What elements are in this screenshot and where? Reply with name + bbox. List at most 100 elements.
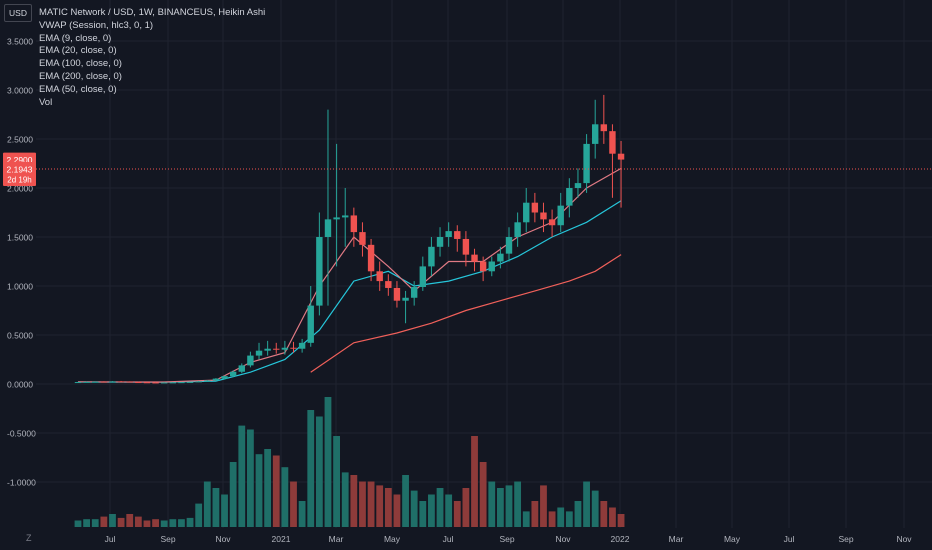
candle-body [609, 131, 616, 154]
indicator-ema-100[interactable]: EMA (100, close, 0) [39, 58, 122, 70]
candle-body [307, 305, 314, 343]
volume-bar [109, 514, 116, 527]
x-tick-label: Jul [105, 534, 116, 544]
candle-body [523, 202, 530, 223]
candle-body [161, 382, 168, 384]
candle-body [505, 237, 513, 254]
indicator-ema-200[interactable]: EMA (200, close, 0) [39, 70, 122, 82]
volume-bar [221, 494, 228, 527]
volume-bar [359, 481, 366, 527]
volume-bar [315, 416, 323, 527]
candle-body [109, 381, 116, 383]
x-tick-label: Nov [896, 534, 912, 544]
candle-body [574, 183, 582, 188]
scale-mode-button[interactable]: Z [26, 533, 32, 543]
volume-bar [583, 481, 590, 527]
candle-body [316, 237, 323, 306]
candle-body [540, 212, 547, 220]
candle-body [548, 219, 556, 226]
candle-body [350, 215, 358, 233]
candle-body [264, 348, 271, 351]
volume-bar [143, 520, 151, 527]
volume-bar [384, 488, 392, 527]
y-tick-label: 3.0000 [7, 86, 33, 96]
candle-body [221, 376, 228, 379]
volume-bar [617, 514, 625, 527]
currency-button[interactable]: USD [4, 4, 32, 22]
volume-bar [453, 501, 461, 527]
moving-averages [77, 167, 622, 383]
candle-body [290, 347, 297, 349]
candle-body [255, 350, 263, 356]
y-tick-label: 3.5000 [7, 37, 33, 47]
candle-body [488, 261, 495, 272]
candle-body [333, 217, 340, 220]
candle-body [342, 215, 349, 218]
volume-bar [488, 481, 496, 527]
candle-body [74, 382, 82, 384]
candle-body [402, 297, 409, 301]
volume-bar [74, 520, 82, 527]
y-tick-label: 2.5000 [7, 135, 33, 145]
volume-bar [160, 520, 168, 527]
volume-bar [600, 501, 608, 527]
volume-bar [247, 429, 254, 527]
candle-body [436, 237, 444, 247]
indicator-ema-20[interactable]: EMA (20, close, 0) [39, 45, 117, 57]
volume-bar [574, 501, 582, 527]
candle-body [169, 382, 177, 384]
volume-bar [462, 488, 470, 527]
volume-bars [74, 397, 625, 527]
volume-bar [402, 475, 409, 527]
y-tick-label: 0.5000 [7, 331, 33, 341]
indicator-ema-9[interactable]: EMA (9, close, 0) [39, 32, 112, 44]
volume-bar [341, 472, 349, 527]
volume-bar [514, 481, 522, 527]
grid-lines [36, 0, 932, 528]
volume-bar [307, 410, 315, 527]
candle-body [376, 271, 383, 282]
volume-bar [333, 436, 340, 527]
volume-bar [591, 490, 599, 527]
volume-bar [445, 494, 453, 527]
indicator-vwap[interactable]: VWAP (Session, hlc3, 0, 1) [39, 19, 154, 31]
candle-body [143, 382, 151, 384]
candle-body [135, 382, 142, 384]
volume-bar [298, 501, 306, 527]
volume-bar [100, 516, 108, 527]
x-tick-label: Mar [329, 534, 344, 544]
candle-body [454, 231, 461, 239]
volume-bar [324, 397, 332, 527]
indicator-volume[interactable]: Vol [39, 96, 53, 108]
candle-body [126, 381, 133, 383]
indicator-ema-50[interactable]: EMA (50, close, 0) [39, 83, 117, 95]
candle-body [497, 253, 504, 262]
x-tick-label: Sep [160, 534, 175, 544]
volume-bar [471, 436, 478, 527]
volume-bar [152, 519, 159, 527]
symbol-title[interactable]: MATIC Network / USD, 1W, BINANCEUS, Heik… [39, 7, 266, 18]
candle-body [531, 202, 539, 213]
x-tick-label: May [724, 534, 741, 544]
candle-body [229, 371, 237, 377]
volume-bar [496, 488, 504, 527]
candle-body [247, 355, 254, 366]
candle-body [281, 347, 289, 350]
candle-body [393, 287, 401, 301]
x-tick-label: Nov [555, 534, 571, 544]
candle-body [186, 381, 194, 383]
candle-body [152, 382, 159, 384]
candle-body [92, 381, 99, 383]
volume-bar [609, 507, 616, 527]
volume-bar [557, 507, 565, 527]
x-tick-label: 2022 [611, 534, 630, 544]
y-tick-label: -0.5000 [7, 429, 36, 439]
y-tick-label: 0.0000 [7, 380, 33, 390]
candle-body [566, 188, 573, 206]
candle-body [583, 143, 590, 184]
last-price-tag-bg [3, 161, 36, 186]
volume-bar [367, 481, 375, 527]
